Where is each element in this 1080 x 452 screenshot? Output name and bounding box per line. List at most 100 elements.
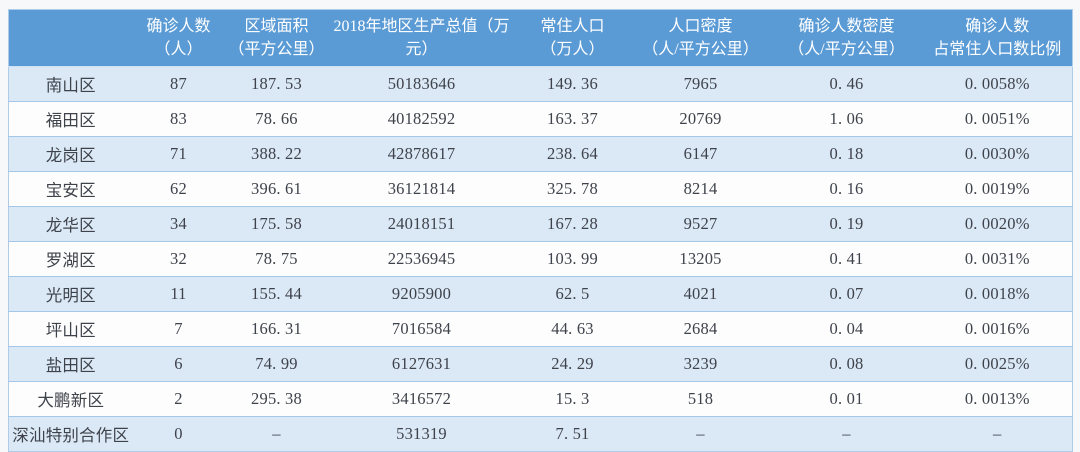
value-cell-gdp: 36121814 bbox=[328, 171, 515, 207]
value-cell-pop_density: 8214 bbox=[630, 171, 771, 207]
value-cell-confirmed: 11 bbox=[132, 276, 225, 312]
column-header-confirmed_density: 确诊人数密度 （人/平方公里） bbox=[770, 9, 923, 67]
value-cell-pop_density: 7965 bbox=[630, 66, 771, 102]
value-cell-area: 175. 58 bbox=[224, 206, 329, 242]
column-header-district bbox=[8, 9, 133, 67]
table-row: 大鹏新区 2 295. 38 3416572 15. 3 518 0. 01 0. 0013% bbox=[8, 381, 1073, 417]
district-name-cell: 光明区 bbox=[8, 276, 133, 312]
value-cell-confirmed: 71 bbox=[132, 136, 225, 172]
column-header-area: 区域面积 （平方公里） bbox=[224, 9, 329, 67]
value-cell-confirmed_density: 0. 16 bbox=[770, 171, 923, 207]
value-cell-confirmed_density: 1. 06 bbox=[770, 101, 923, 137]
value-cell-population: 163. 37 bbox=[514, 101, 631, 137]
value-cell-confirmed: 34 bbox=[132, 206, 225, 242]
value-cell-population: 103. 99 bbox=[514, 241, 631, 277]
value-cell-pop_density: 3239 bbox=[630, 346, 771, 382]
value-cell-population: 167. 28 bbox=[514, 206, 631, 242]
value-cell-gdp: 42878617 bbox=[328, 136, 515, 172]
value-cell-confirmed_ratio: 0. 0018% bbox=[922, 276, 1073, 312]
value-cell-confirmed_ratio: 0. 0051% bbox=[922, 101, 1073, 137]
district-name-cell: 龙岗区 bbox=[8, 136, 133, 172]
value-cell-confirmed: 62 bbox=[132, 171, 225, 207]
table-row: 盐田区 6 74. 99 6127631 24. 29 3239 0. 08 0. 0025% bbox=[8, 346, 1073, 382]
value-cell-confirmed: 0 bbox=[132, 416, 225, 452]
value-cell-confirmed: 32 bbox=[132, 241, 225, 277]
value-cell-gdp: 7016584 bbox=[328, 311, 515, 347]
value-cell-area: – bbox=[224, 416, 329, 452]
value-cell-pop_density: 20769 bbox=[630, 101, 771, 137]
value-cell-confirmed_ratio: 0. 0031% bbox=[922, 241, 1073, 277]
value-cell-confirmed_density: 0. 46 bbox=[770, 66, 923, 102]
value-cell-pop_density: 9527 bbox=[630, 206, 771, 242]
value-cell-gdp: 3416572 bbox=[328, 381, 515, 417]
value-cell-population: 7. 51 bbox=[514, 416, 631, 452]
value-cell-population: 325. 78 bbox=[514, 171, 631, 207]
value-cell-pop_density: 4021 bbox=[630, 276, 771, 312]
column-header-confirmed: 确诊人数 （人） bbox=[132, 9, 225, 67]
value-cell-gdp: 531319 bbox=[328, 416, 515, 452]
value-cell-area: 155. 44 bbox=[224, 276, 329, 312]
value-cell-confirmed_ratio: 0. 0025% bbox=[922, 346, 1073, 382]
table-row: 福田区 83 78. 66 40182592 163. 37 20769 1. 06 0. 0… bbox=[8, 101, 1073, 137]
column-header-gdp: 2018年地区生产总值（万 元） bbox=[328, 9, 515, 67]
value-cell-confirmed_ratio: 0. 0019% bbox=[922, 171, 1073, 207]
value-cell-confirmed_ratio: 0. 0020% bbox=[922, 206, 1073, 242]
district-name-cell: 福田区 bbox=[8, 101, 133, 137]
value-cell-confirmed: 83 bbox=[132, 101, 225, 137]
table-body: 南山区 87 187. 53 50183646 149. 36 7965 0. 46 0. 0… bbox=[8, 66, 1073, 452]
district-name-cell: 南山区 bbox=[8, 66, 133, 102]
value-cell-confirmed_ratio: – bbox=[922, 416, 1073, 452]
district-name-cell: 坪山区 bbox=[8, 311, 133, 347]
value-cell-pop_density: 518 bbox=[630, 381, 771, 417]
value-cell-area: 78. 75 bbox=[224, 241, 329, 277]
value-cell-confirmed_density: 0. 41 bbox=[770, 241, 923, 277]
value-cell-population: 44. 63 bbox=[514, 311, 631, 347]
value-cell-confirmed_density: 0. 08 bbox=[770, 346, 923, 382]
value-cell-confirmed_ratio: 0. 0030% bbox=[922, 136, 1073, 172]
column-header-population: 常住人口 （万人） bbox=[514, 9, 631, 67]
value-cell-pop_density: – bbox=[630, 416, 771, 452]
value-cell-gdp: 40182592 bbox=[328, 101, 515, 137]
value-cell-population: 62. 5 bbox=[514, 276, 631, 312]
value-cell-gdp: 50183646 bbox=[328, 66, 515, 102]
value-cell-confirmed_density: 0. 04 bbox=[770, 311, 923, 347]
table-row: 罗湖区 32 78. 75 22536945 103. 99 13205 0. 41 0. 0… bbox=[8, 241, 1073, 277]
value-cell-gdp: 9205900 bbox=[328, 276, 515, 312]
table-row: 龙岗区 71 388. 22 42878617 238. 64 6147 0. 18 0. 0… bbox=[8, 136, 1073, 172]
value-cell-population: 238. 64 bbox=[514, 136, 631, 172]
district-name-cell: 深汕特别合作区 bbox=[8, 416, 133, 452]
value-cell-area: 187. 53 bbox=[224, 66, 329, 102]
value-cell-gdp: 22536945 bbox=[328, 241, 515, 277]
table-row: 南山区 87 187. 53 50183646 149. 36 7965 0. 46 0. 0… bbox=[8, 66, 1073, 102]
value-cell-confirmed: 7 bbox=[132, 311, 225, 347]
district-stats-table: 确诊人数 （人） 区域面积 （平方公里） 2018年地区生产总值（万 元） 常住人口 … bbox=[8, 9, 1073, 452]
value-cell-confirmed_density: 0. 07 bbox=[770, 276, 923, 312]
value-cell-population: 24. 29 bbox=[514, 346, 631, 382]
district-name-cell: 盐田区 bbox=[8, 346, 133, 382]
value-cell-confirmed_density: 0. 18 bbox=[770, 136, 923, 172]
value-cell-confirmed_density: 0. 01 bbox=[770, 381, 923, 417]
column-header-confirmed_ratio: 确诊人数 占常住人口数比例 bbox=[922, 9, 1073, 67]
value-cell-confirmed_ratio: 0. 0058% bbox=[922, 66, 1073, 102]
value-cell-pop_density: 6147 bbox=[630, 136, 771, 172]
value-cell-area: 388. 22 bbox=[224, 136, 329, 172]
value-cell-pop_density: 13205 bbox=[630, 241, 771, 277]
value-cell-gdp: 6127631 bbox=[328, 346, 515, 382]
value-cell-confirmed_density: – bbox=[770, 416, 923, 452]
district-name-cell: 宝安区 bbox=[8, 171, 133, 207]
value-cell-pop_density: 2684 bbox=[630, 311, 771, 347]
table-row: 龙华区 34 175. 58 24018151 167. 28 9527 0. 19 0. 0… bbox=[8, 206, 1073, 242]
value-cell-confirmed: 6 bbox=[132, 346, 225, 382]
district-name-cell: 龙华区 bbox=[8, 206, 133, 242]
value-cell-confirmed_ratio: 0. 0013% bbox=[922, 381, 1073, 417]
value-cell-confirmed: 2 bbox=[132, 381, 225, 417]
district-name-cell: 大鹏新区 bbox=[8, 381, 133, 417]
value-cell-gdp: 24018151 bbox=[328, 206, 515, 242]
table-row: 深汕特别合作区 0–531319 7. 51– – – bbox=[8, 416, 1073, 452]
value-cell-confirmed_ratio: 0. 0016% bbox=[922, 311, 1073, 347]
column-header-pop_density: 人口密度 （人/平方公里） bbox=[630, 9, 771, 67]
table-row: 坪山区 7 166. 31 7016584 44. 63 2684 0. 04 0. 0016… bbox=[8, 311, 1073, 347]
value-cell-area: 74. 99 bbox=[224, 346, 329, 382]
table-row: 宝安区 62 396. 61 36121814 325. 78 8214 0. 16 0. 0… bbox=[8, 171, 1073, 207]
